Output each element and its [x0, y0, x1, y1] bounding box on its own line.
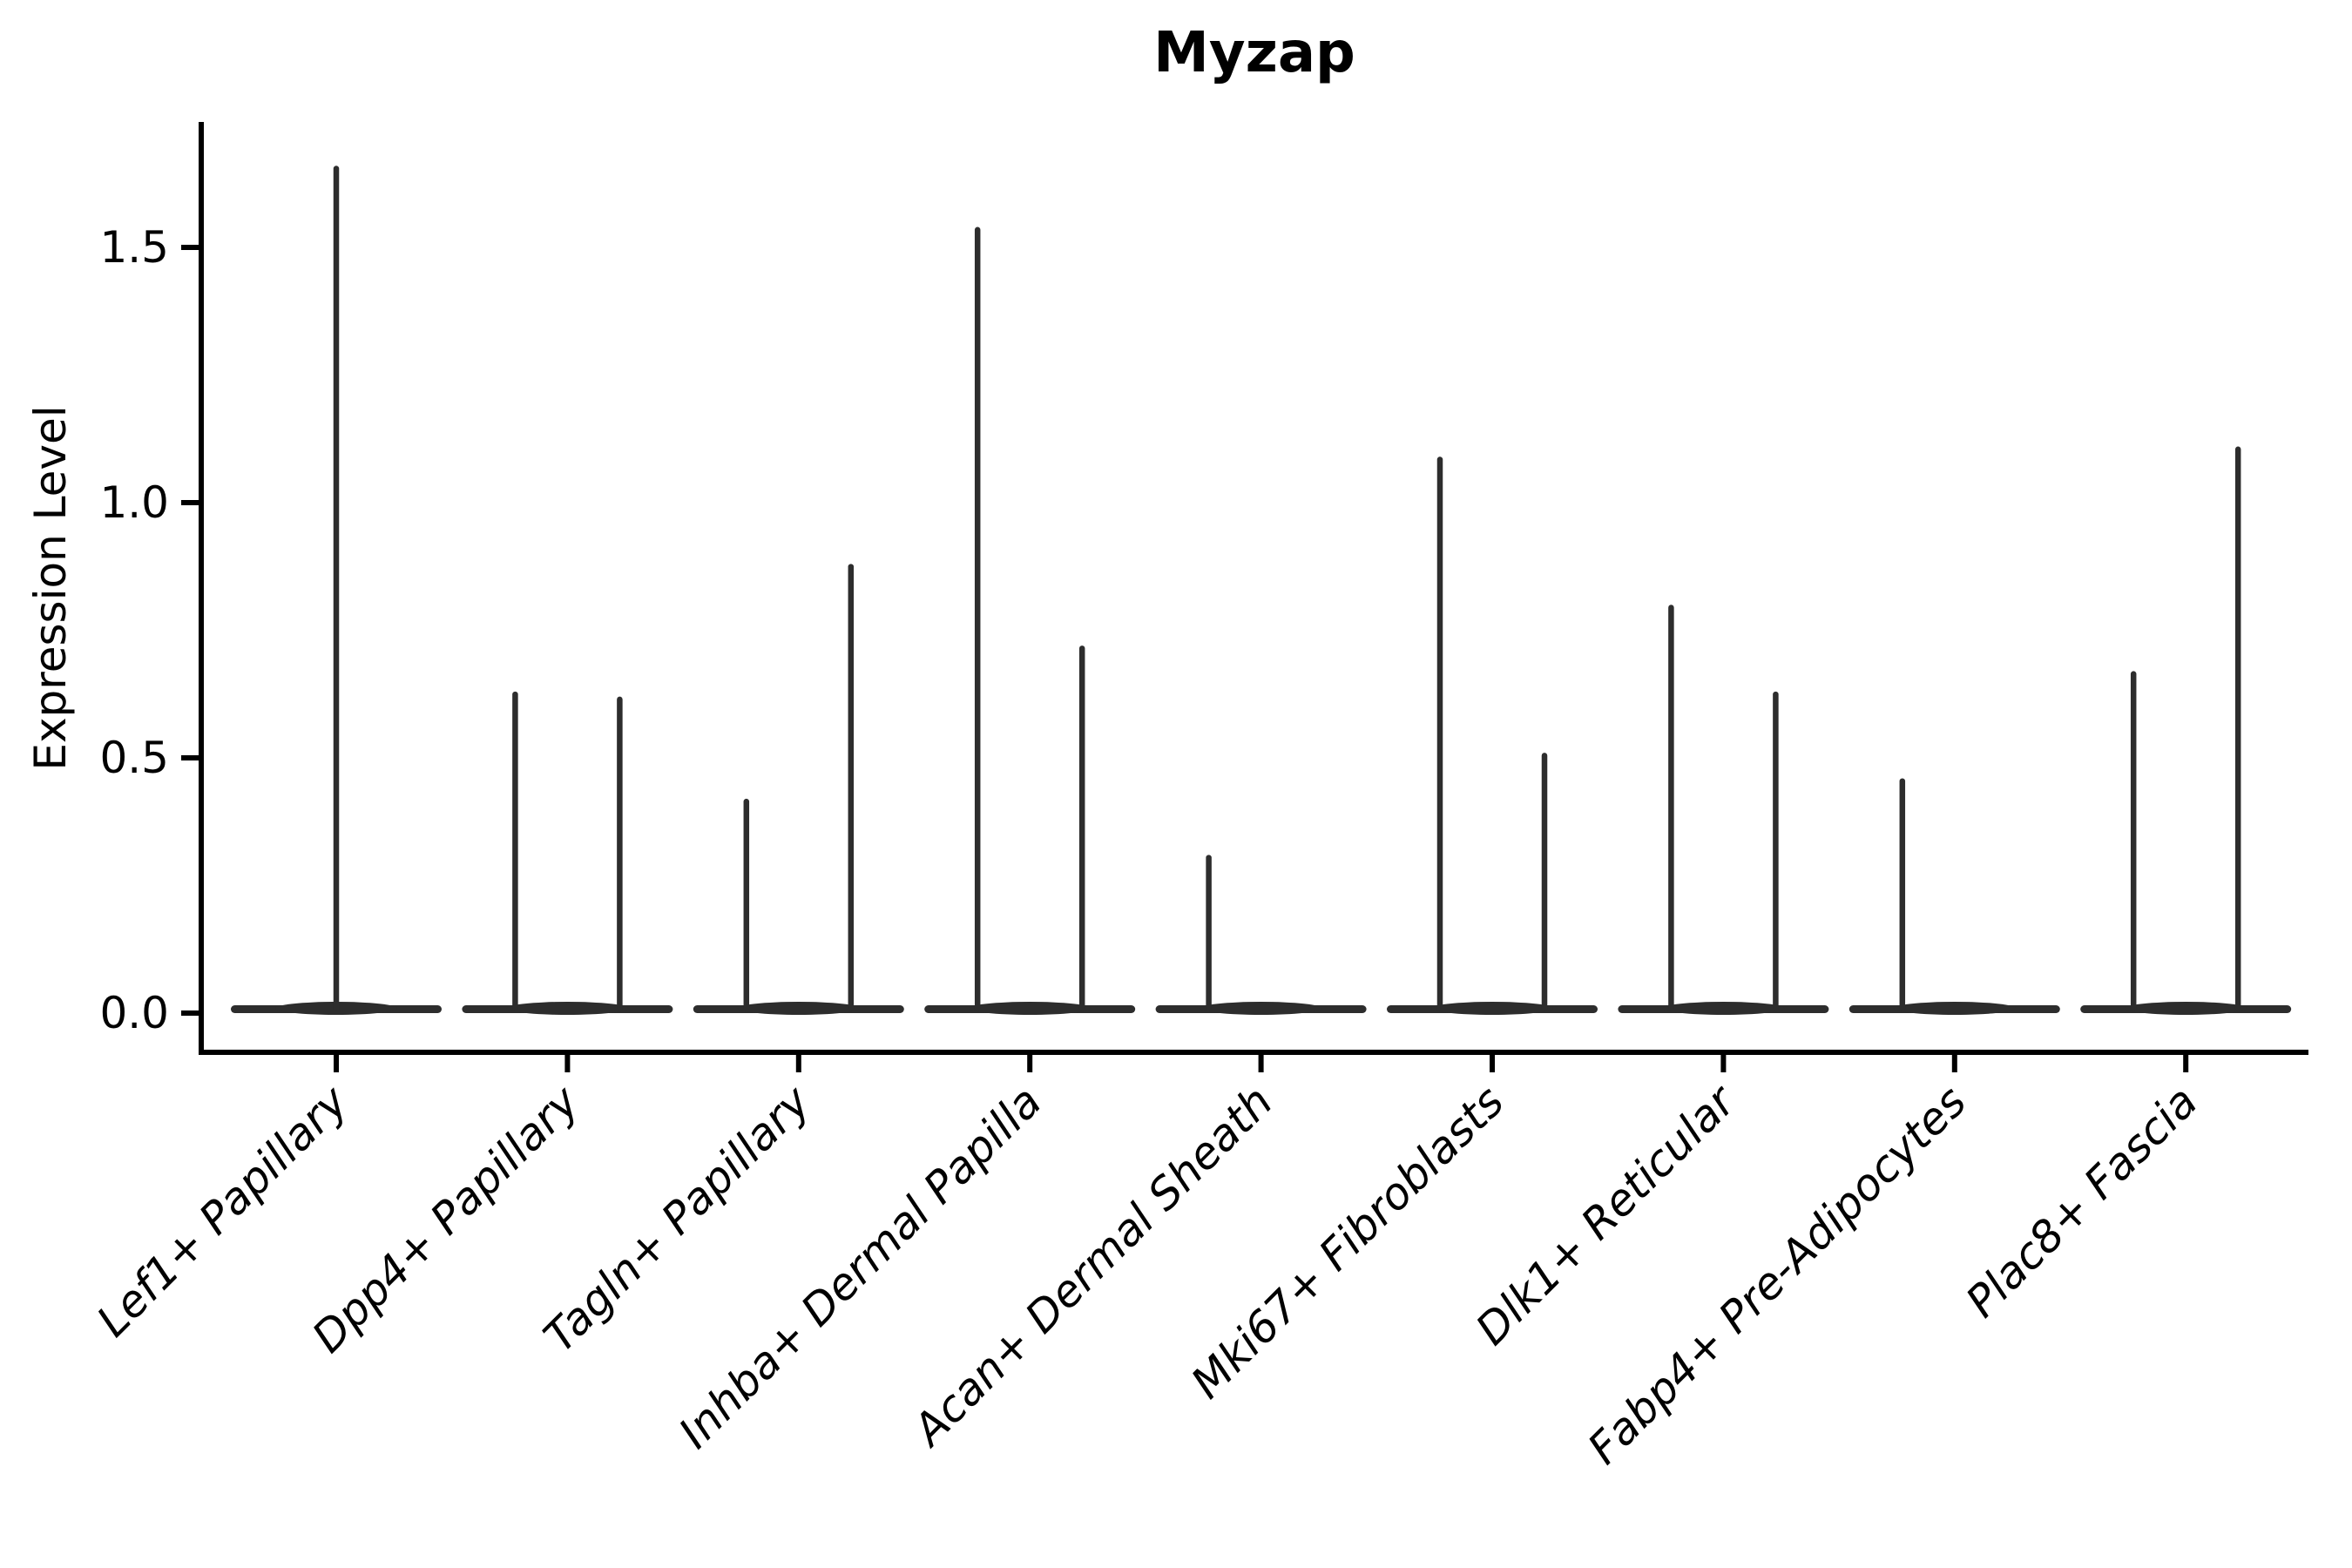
y-tick-label: 1.5 — [99, 222, 169, 273]
violin-spike — [1078, 645, 1085, 1011]
violin-category — [2080, 446, 2292, 1015]
violin-body-bulge — [1200, 1002, 1322, 1015]
violin-spike — [617, 696, 623, 1011]
x-tick-mark — [1720, 1055, 1727, 1072]
x-tick-mark — [334, 1055, 339, 1072]
violin-spike — [974, 226, 981, 1011]
violin-spike — [1899, 778, 1906, 1011]
x-tick-label: Fabp4+ Pre-Adipocytes — [1578, 1076, 1977, 1474]
violin-spike — [1668, 605, 1674, 1011]
y-axis-spine — [199, 122, 204, 1055]
violin-spike — [2130, 671, 2137, 1011]
y-tick-label: 0.0 — [99, 988, 169, 1038]
y-tick-mark — [181, 500, 199, 505]
y-axis-label: Expression Level — [25, 405, 76, 770]
y-tick-mark — [181, 1010, 199, 1016]
violin-spike — [1436, 456, 1443, 1011]
x-tick-mark — [795, 1055, 801, 1072]
violin-layer — [231, 166, 2292, 1015]
violin-spike — [1541, 753, 1548, 1011]
y-tick-label: 1.0 — [99, 477, 169, 528]
violin-body-bulge — [969, 1002, 1092, 1015]
violin-body-bulge — [737, 1002, 860, 1015]
x-tick-label: Plac8+ Fascia — [1957, 1076, 2207, 1327]
x-tick-mark — [1258, 1055, 1264, 1072]
axes-layer — [181, 122, 2308, 1072]
violin-spike — [333, 166, 340, 1012]
x-tick-mark — [1490, 1055, 1495, 1072]
violin-category — [924, 226, 1136, 1015]
violin-body-bulge — [1893, 1002, 2016, 1015]
x-tick-mark — [2183, 1055, 2189, 1072]
violin-category — [462, 691, 673, 1015]
violin-spike — [848, 564, 855, 1011]
violin-spike — [512, 691, 518, 1011]
violin-category — [1387, 456, 1598, 1015]
y-tick-label: 0.5 — [99, 733, 169, 783]
violin-category — [1155, 855, 1367, 1015]
violin-body-bulge — [2125, 1002, 2247, 1015]
y-tick-mark — [181, 245, 199, 250]
violin-category — [693, 564, 904, 1015]
violin-spike — [1773, 691, 1779, 1011]
plot-title: Myzap — [1153, 21, 1355, 85]
violin-spike — [2234, 446, 2241, 1011]
x-tick-mark — [564, 1055, 571, 1072]
violin-spike — [743, 798, 750, 1011]
violin-body-bulge — [1431, 1002, 1553, 1015]
x-tick-label: Lef1+ Papillary — [87, 1075, 358, 1346]
violin-body-bulge — [506, 1002, 629, 1015]
x-tick-mark — [1027, 1055, 1033, 1072]
violin-body-bulge — [1662, 1002, 1785, 1015]
violin-category — [1618, 605, 1829, 1015]
violin-spike — [1206, 855, 1212, 1011]
y-tick-mark — [181, 755, 199, 760]
violin-category — [1848, 778, 2060, 1015]
x-axis-spine — [199, 1050, 2308, 1055]
violin-category — [231, 166, 442, 1015]
x-tick-mark — [1951, 1055, 1957, 1072]
